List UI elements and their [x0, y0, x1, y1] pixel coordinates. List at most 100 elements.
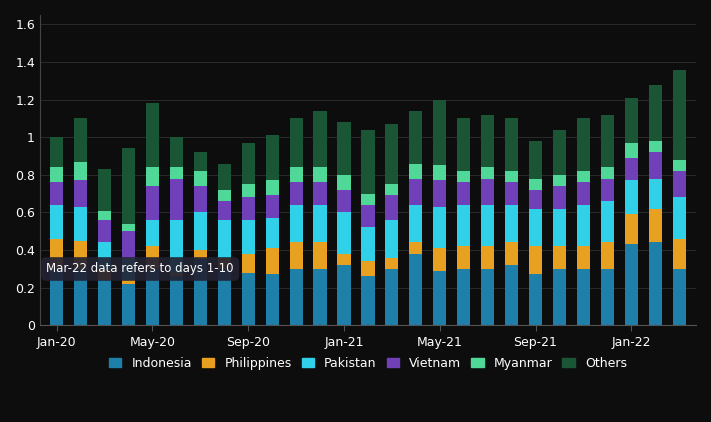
Bar — [457, 171, 470, 182]
Bar — [122, 231, 135, 257]
Bar — [242, 273, 255, 325]
Bar — [673, 239, 686, 269]
Bar — [98, 280, 111, 325]
Bar — [146, 220, 159, 246]
Bar — [193, 250, 207, 260]
Bar — [673, 197, 686, 239]
Bar — [410, 179, 422, 205]
Bar — [266, 218, 279, 248]
Bar — [505, 265, 518, 325]
Bar — [74, 162, 87, 181]
Bar — [410, 164, 422, 179]
Bar — [338, 175, 351, 190]
Bar — [361, 261, 375, 276]
Bar — [457, 269, 470, 325]
Bar — [601, 201, 614, 243]
Bar — [338, 190, 351, 212]
Bar — [242, 184, 255, 197]
Bar — [218, 269, 231, 325]
Bar — [218, 201, 231, 220]
Bar — [577, 119, 590, 171]
Bar — [218, 190, 231, 201]
Bar — [242, 143, 255, 184]
Bar — [314, 167, 326, 182]
Bar — [338, 212, 351, 254]
Bar — [361, 276, 375, 325]
Bar — [218, 164, 231, 190]
Bar — [122, 280, 135, 284]
Bar — [74, 241, 87, 269]
Bar — [529, 274, 542, 325]
Bar — [601, 115, 614, 167]
Bar — [50, 269, 63, 325]
Bar — [170, 137, 183, 167]
Bar — [529, 246, 542, 274]
Bar — [289, 243, 303, 269]
Bar — [577, 246, 590, 269]
Bar — [314, 243, 326, 269]
Bar — [648, 84, 662, 141]
Bar — [314, 269, 326, 325]
Bar — [193, 186, 207, 212]
Bar — [266, 195, 279, 218]
Bar — [481, 269, 494, 325]
Bar — [505, 243, 518, 265]
Bar — [505, 205, 518, 243]
Bar — [625, 158, 638, 181]
Bar — [625, 244, 638, 325]
Bar — [648, 141, 662, 152]
Bar — [385, 184, 398, 195]
Bar — [433, 165, 447, 181]
Bar — [553, 269, 566, 325]
Bar — [385, 195, 398, 220]
Bar — [98, 243, 111, 269]
Bar — [98, 169, 111, 211]
Bar — [553, 130, 566, 175]
Bar — [266, 135, 279, 181]
Bar — [361, 194, 375, 205]
Bar — [170, 273, 183, 276]
Bar — [529, 190, 542, 208]
Bar — [122, 257, 135, 280]
Bar — [242, 220, 255, 254]
Bar — [433, 181, 447, 207]
Bar — [505, 182, 518, 205]
Bar — [481, 205, 494, 246]
Bar — [218, 257, 231, 269]
Bar — [146, 186, 159, 220]
Bar — [505, 171, 518, 182]
Bar — [385, 124, 398, 184]
Bar — [553, 186, 566, 208]
Bar — [433, 100, 447, 165]
Bar — [98, 269, 111, 280]
Bar — [146, 167, 159, 186]
Bar — [457, 205, 470, 246]
Bar — [673, 160, 686, 171]
Bar — [314, 111, 326, 167]
Bar — [50, 182, 63, 205]
Bar — [122, 284, 135, 325]
Bar — [529, 141, 542, 179]
Bar — [648, 179, 662, 208]
Bar — [98, 220, 111, 243]
Bar — [122, 149, 135, 224]
Bar — [385, 220, 398, 257]
Bar — [50, 137, 63, 167]
Bar — [601, 243, 614, 269]
Bar — [314, 182, 326, 205]
Bar — [170, 276, 183, 325]
Bar — [433, 271, 447, 325]
Bar — [673, 171, 686, 197]
Bar — [673, 70, 686, 160]
Bar — [74, 181, 87, 207]
Bar — [338, 122, 351, 175]
Bar — [74, 269, 87, 325]
Bar — [385, 257, 398, 269]
Bar — [98, 211, 111, 220]
Bar — [122, 224, 135, 231]
Bar — [577, 182, 590, 205]
Bar — [625, 98, 638, 143]
Bar — [50, 239, 63, 269]
Bar — [242, 254, 255, 273]
Bar — [170, 220, 183, 273]
